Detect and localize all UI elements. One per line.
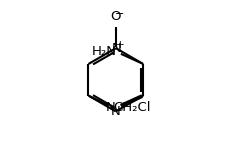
- Text: N: N: [111, 42, 121, 55]
- Text: O: O: [110, 10, 121, 23]
- Text: H₂N: H₂N: [91, 45, 116, 58]
- Text: N: N: [110, 105, 120, 118]
- Text: N: N: [105, 101, 115, 114]
- Text: +: +: [115, 40, 124, 50]
- Text: −: −: [115, 9, 124, 19]
- Text: CH₂Cl: CH₂Cl: [112, 101, 150, 114]
